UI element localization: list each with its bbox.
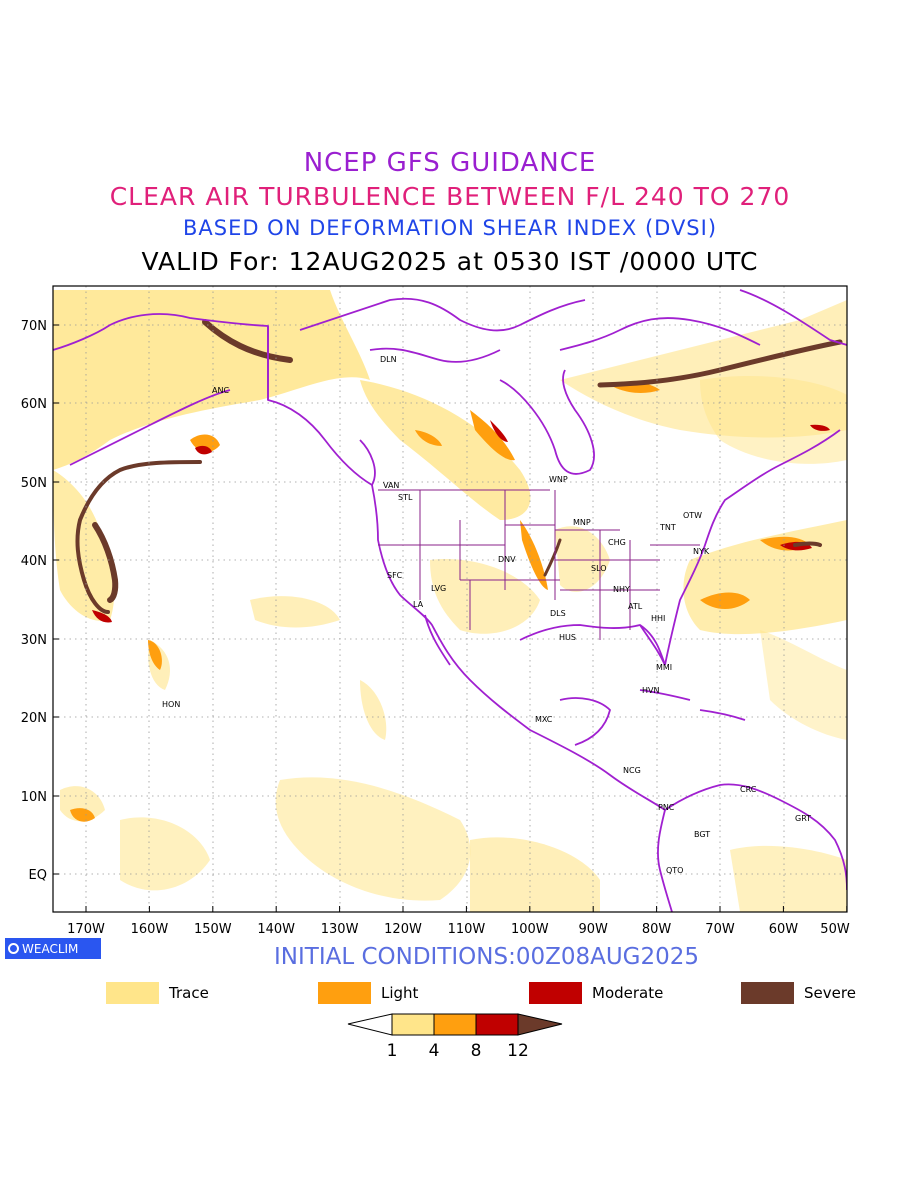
station-label-stl: STL xyxy=(398,493,413,502)
station-label-crc: CRC xyxy=(740,785,757,794)
lon-label: 90W xyxy=(578,922,608,937)
station-label-mmi: MMI xyxy=(656,663,672,672)
lon-label: 120W xyxy=(384,922,422,937)
station-label-van: VAN xyxy=(383,481,399,490)
station-label-wnp: WNP xyxy=(549,475,568,484)
globe-icon xyxy=(8,943,19,954)
lon-label: 100W xyxy=(511,922,549,937)
longitude-axis: 170W 160W 150W 140W 130W 120W 110W 100W 90W 80W 70… xyxy=(67,906,850,937)
station-label-nhy: NHY xyxy=(613,585,630,594)
coastlines xyxy=(53,289,847,912)
colorbar-tick-12: 12 xyxy=(507,1041,529,1061)
station-label-hus: HUS xyxy=(559,633,576,642)
station-label-lvg: LVG xyxy=(431,584,446,593)
station-label-hhi: HHI xyxy=(651,614,665,623)
lon-label: 70W xyxy=(705,922,735,937)
colorbar-tick-4: 4 xyxy=(429,1041,440,1061)
lat-label: 30N xyxy=(21,633,47,648)
station-label-chg: CHG xyxy=(608,538,626,547)
station-label-tnt: TNT xyxy=(659,523,676,532)
station-label-dls: DLS xyxy=(550,609,566,618)
severe-bands xyxy=(75,319,843,614)
station-label-mnp: MNP xyxy=(573,518,591,527)
legend-swatch-severe xyxy=(741,982,794,1004)
colorbar: 1 4 8 12 xyxy=(347,1013,563,1061)
lon-label: 170W xyxy=(67,922,105,937)
latitude-axis: 70N 60N 50N 40N 30N 20N 10N EQ xyxy=(21,319,59,883)
turbulence-fields xyxy=(53,290,847,912)
station-label-dln: DLN xyxy=(380,355,397,364)
colorbar-bin-light xyxy=(433,1013,477,1036)
lon-label: 110W xyxy=(448,922,486,937)
lon-label: 140W xyxy=(257,922,295,937)
station-label-otw: OTW xyxy=(683,511,702,520)
station-label-mxc: MXC xyxy=(535,715,553,724)
station-label-qto: QTO xyxy=(666,866,683,875)
station-label-la: LA xyxy=(413,600,424,609)
colorbar-min-arrow xyxy=(347,1013,393,1036)
legend-swatch-light xyxy=(318,982,371,1004)
legend-swatch-trace xyxy=(106,982,159,1004)
colorbar-tick-8: 8 xyxy=(471,1041,482,1061)
station-label-pnc: PNC xyxy=(658,803,675,812)
map-frame xyxy=(52,285,848,913)
colorbar-tick-1: 1 xyxy=(387,1041,398,1061)
title-model: NCEP GFS GUIDANCE xyxy=(303,148,597,178)
station-label-dnv: DNV xyxy=(498,555,516,564)
station-label-anc: ANC xyxy=(212,386,229,395)
lon-label: 80W xyxy=(642,922,672,937)
colorbar-bin-trace xyxy=(391,1013,435,1036)
brand-label: WEACLIM xyxy=(22,941,79,956)
lon-label: 50W xyxy=(820,922,850,937)
station-label-hon: HON xyxy=(162,700,180,709)
weaclim-logo: WEACLIM xyxy=(5,938,101,959)
title-valid-time: VALID For: 12AUG2025 at 0530 IST /0000 U… xyxy=(141,247,759,276)
legend-label-severe: Severe xyxy=(804,984,856,1002)
station-label-grt: GRT xyxy=(795,814,811,823)
initial-conditions: INITIAL CONDITIONS:00Z08AUG2025 xyxy=(274,944,700,970)
station-label-atl: ATL xyxy=(628,602,643,611)
lon-label: 160W xyxy=(131,922,169,937)
lat-label: 70N xyxy=(21,319,47,334)
legend-swatch-moderate xyxy=(529,982,582,1004)
lat-label: 20N xyxy=(21,711,47,726)
station-labels: DLN ANC VAN STL WNP MNP OTW TNT NYK CHG DNV SLO SFC L… xyxy=(162,355,811,875)
lon-label: 150W xyxy=(194,922,232,937)
lat-label: 10N xyxy=(21,790,47,805)
state-boundaries xyxy=(378,489,700,640)
legend-label-trace: Trace xyxy=(169,984,209,1002)
title-method: BASED ON DEFORMATION SHEAR INDEX (DVSI) xyxy=(182,216,718,240)
lat-lon-grid xyxy=(53,286,847,912)
title-product: CLEAR AIR TURBULENCE BETWEEN F/L 240 TO … xyxy=(109,182,791,211)
station-label-slo: SLO xyxy=(591,564,607,573)
colorbar-bin-moderate xyxy=(475,1013,519,1036)
lat-label: 40N xyxy=(21,554,47,569)
legend-label-moderate: Moderate xyxy=(592,984,664,1002)
legend-label-light: Light xyxy=(381,984,419,1002)
station-label-bgt: BGT xyxy=(694,830,710,839)
station-label-ncg: NCG xyxy=(623,766,641,775)
colorbar-max-arrow xyxy=(517,1013,563,1036)
station-label-hvn: HVN xyxy=(642,686,659,695)
lat-label: 50N xyxy=(21,476,47,491)
lat-label: 60N xyxy=(21,397,47,412)
station-label-sfc: SFC xyxy=(387,571,403,580)
trace-areas xyxy=(53,290,847,912)
station-label-nyk: NYK xyxy=(693,547,710,556)
lat-label: EQ xyxy=(29,868,47,883)
lon-label: 60W xyxy=(769,922,799,937)
lon-label: 130W xyxy=(321,922,359,937)
